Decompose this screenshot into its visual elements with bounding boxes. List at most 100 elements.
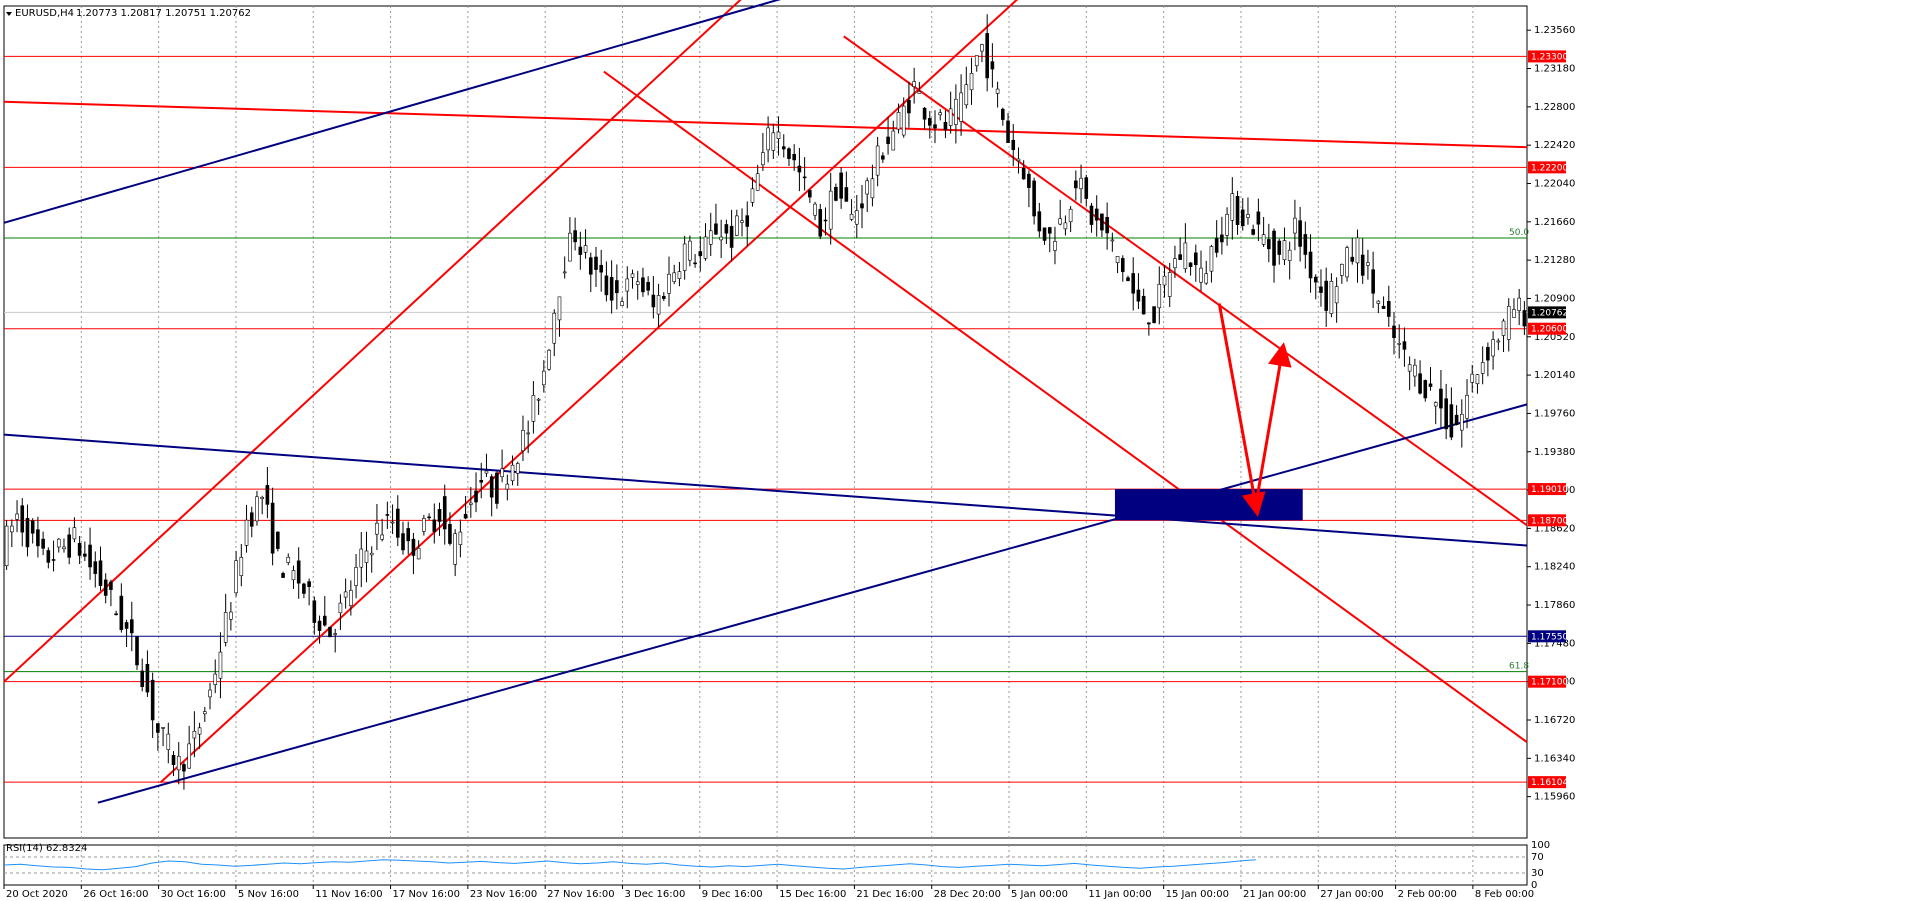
- candle-body: [1068, 208, 1073, 223]
- candle-body: [771, 132, 776, 151]
- candle-body: [844, 187, 849, 202]
- candle-body: [823, 219, 828, 222]
- x-tick-label: 8 Feb 00:00: [1475, 889, 1534, 900]
- candle-body: [881, 155, 885, 160]
- candle-body: [448, 523, 452, 544]
- candle-body: [620, 301, 624, 306]
- level-tag-label: 1.17100: [1531, 678, 1568, 688]
- ohlc-label: 1.20773 1.20817 1.20751 1.20762: [76, 8, 251, 19]
- candle-body: [427, 516, 431, 519]
- candle-body: [1261, 234, 1266, 245]
- x-tick-label: 20 Oct 2020: [6, 889, 68, 900]
- rsi-level-label: 30: [1531, 868, 1544, 879]
- candle-body: [985, 33, 989, 79]
- candle-body: [1100, 213, 1104, 231]
- candle-body: [1183, 242, 1188, 269]
- y-tick-label: 1.15960: [1534, 792, 1575, 803]
- level-tag: [1528, 675, 1566, 688]
- y-tick-label: 1.22420: [1534, 140, 1575, 151]
- candle-body: [1475, 374, 1480, 385]
- candle-body: [708, 230, 713, 245]
- candle-body: [948, 108, 953, 126]
- candle-body: [896, 112, 901, 130]
- candle-body: [1178, 254, 1182, 260]
- candle-body: [1350, 256, 1355, 262]
- y-tick-label: 1.16340: [1534, 753, 1575, 764]
- candle-body: [646, 281, 650, 291]
- candlestick-series: [4, 14, 1527, 790]
- candle-body: [1392, 325, 1396, 339]
- candle-body: [333, 633, 338, 635]
- candle-body: [474, 490, 478, 503]
- candle-body: [265, 485, 270, 505]
- candle-body: [1444, 398, 1448, 430]
- candle-body: [406, 528, 411, 542]
- candle-body: [213, 673, 218, 685]
- candle-body: [171, 755, 176, 766]
- candle-body: [1230, 193, 1235, 221]
- y-tick-label: 1.20140: [1534, 370, 1575, 381]
- candle-body: [1235, 195, 1240, 225]
- candle-body: [25, 518, 30, 548]
- candle-body: [442, 496, 447, 530]
- projection-arrow: [1254, 342, 1292, 506]
- level-tag: [1528, 322, 1566, 335]
- candle-body: [119, 595, 124, 630]
- x-tick-label: 21 Dec 16:00: [856, 889, 923, 900]
- candle-body: [114, 613, 118, 616]
- y-tick-label: 1.19380: [1534, 447, 1575, 458]
- candle-body: [260, 496, 264, 499]
- level-tag: [1528, 50, 1566, 63]
- candle-body: [422, 518, 426, 532]
- candle-body: [1063, 222, 1068, 230]
- candle-body: [922, 107, 927, 120]
- candle-body: [1193, 252, 1198, 266]
- candle-body: [1220, 234, 1224, 243]
- candle-body: [1428, 383, 1433, 387]
- candle-body: [276, 531, 280, 549]
- candle-body: [729, 225, 734, 248]
- y-tick-label: 1.22800: [1534, 102, 1575, 113]
- candle-body: [912, 81, 916, 87]
- rsi-panel-frame: [3, 844, 1528, 886]
- candle-body: [1460, 413, 1464, 431]
- candle-body: [813, 203, 817, 216]
- candle-body: [322, 615, 327, 626]
- trendline: [3, 100, 1528, 149]
- rsi-label: RSI(14) 62.8324: [6, 843, 87, 854]
- candle-body: [1037, 211, 1042, 232]
- candle-body: [1167, 272, 1172, 297]
- candle-body: [1120, 258, 1125, 272]
- trendline: [159, 0, 1019, 784]
- candle-body: [1282, 240, 1287, 261]
- candle-body: [432, 519, 437, 532]
- candle-body: [1074, 180, 1078, 189]
- chart-menu-arrow-icon[interactable]: [6, 12, 12, 16]
- level-tag-label: 1.17550: [1531, 632, 1568, 642]
- candle-body: [557, 296, 562, 321]
- trendline: [3, 0, 742, 683]
- candle-body: [281, 573, 285, 578]
- candle-body: [77, 543, 82, 556]
- candle-body: [20, 505, 25, 533]
- candle-body: [515, 463, 520, 474]
- candle-body: [651, 294, 656, 308]
- candle-body: [489, 476, 494, 498]
- y-tick-label: 1.17480: [1534, 638, 1575, 649]
- candle-body: [750, 188, 755, 203]
- candle-body: [583, 245, 588, 253]
- candle-body: [834, 186, 838, 201]
- candle-body: [343, 591, 348, 598]
- candle-body: [187, 743, 191, 769]
- candle-body: [886, 136, 890, 145]
- level-tag-label: 1.19010: [1531, 485, 1568, 495]
- fib-label: 50.0: [1509, 228, 1529, 238]
- candle-body: [808, 190, 812, 198]
- candle-body: [641, 277, 645, 293]
- candle-body: [1204, 273, 1209, 284]
- level-tag-label: 1.23300: [1531, 52, 1568, 62]
- candle-body: [192, 730, 197, 739]
- candle-body: [1334, 286, 1339, 304]
- candle-body: [41, 538, 45, 549]
